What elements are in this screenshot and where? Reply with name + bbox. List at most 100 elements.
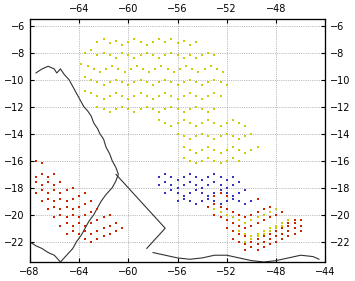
Point <box>132 110 137 114</box>
Point <box>82 191 88 195</box>
Point <box>82 237 88 241</box>
Point <box>150 40 156 44</box>
Point <box>76 231 82 236</box>
Point <box>88 91 94 96</box>
Point <box>162 78 168 82</box>
Point <box>255 196 261 201</box>
Point <box>119 42 125 47</box>
Point <box>70 229 76 233</box>
Point <box>193 202 199 206</box>
Point <box>107 80 113 85</box>
Point <box>206 110 211 114</box>
Point <box>132 94 137 98</box>
Point <box>193 123 199 128</box>
Point <box>218 94 223 98</box>
Point <box>242 226 248 230</box>
Point <box>156 94 162 98</box>
Point <box>138 40 143 44</box>
Point <box>64 221 70 225</box>
Point <box>181 118 186 123</box>
Point <box>298 218 304 222</box>
Point <box>212 207 217 212</box>
Point <box>103 67 109 71</box>
Point <box>212 53 217 58</box>
Point <box>255 248 261 252</box>
Point <box>113 38 119 43</box>
Point <box>156 80 162 85</box>
Point <box>101 226 106 230</box>
Point <box>236 212 242 217</box>
Point <box>199 148 205 152</box>
Point <box>169 175 174 179</box>
Point <box>206 94 211 98</box>
Point <box>193 134 199 139</box>
Point <box>206 145 211 149</box>
Point <box>187 53 193 58</box>
Point <box>175 41 180 46</box>
Point <box>267 242 273 247</box>
Point <box>236 121 242 125</box>
Point <box>236 191 242 195</box>
Point <box>212 121 217 125</box>
Point <box>267 229 273 233</box>
Point <box>212 137 217 141</box>
Point <box>212 78 217 82</box>
Point <box>82 51 88 55</box>
Point <box>224 185 230 190</box>
Point <box>187 148 193 152</box>
Point <box>212 158 217 163</box>
Point <box>242 239 248 244</box>
Point <box>51 204 57 209</box>
Point <box>51 188 57 193</box>
Point <box>132 80 137 85</box>
Point <box>199 132 205 136</box>
Point <box>212 148 217 152</box>
Point <box>181 38 186 43</box>
Point <box>255 242 261 247</box>
Point <box>292 221 297 225</box>
Point <box>206 196 211 201</box>
Point <box>224 83 230 87</box>
Point <box>292 226 297 230</box>
Point <box>230 145 236 149</box>
Point <box>27 183 33 187</box>
Point <box>58 191 63 195</box>
Point <box>181 196 186 201</box>
Point <box>113 107 119 112</box>
Point <box>107 94 113 98</box>
Point <box>236 158 242 163</box>
Point <box>279 221 285 225</box>
Point <box>261 212 267 217</box>
Point <box>248 237 254 241</box>
Point <box>292 231 297 236</box>
Point <box>199 96 205 101</box>
Point <box>218 175 223 179</box>
Point <box>88 78 94 82</box>
Point <box>39 172 45 176</box>
Point <box>64 215 70 220</box>
Point <box>193 175 199 179</box>
Point <box>70 185 76 190</box>
Point <box>156 110 162 114</box>
Point <box>175 199 180 203</box>
Point <box>45 180 51 185</box>
Point <box>156 118 162 123</box>
Point <box>255 237 261 241</box>
Point <box>218 183 223 187</box>
Point <box>76 221 82 225</box>
Point <box>156 37 162 42</box>
Point <box>107 231 113 236</box>
Point <box>97 69 103 74</box>
Point <box>175 107 180 112</box>
Point <box>138 91 143 96</box>
Point <box>64 231 70 236</box>
Point <box>88 48 94 52</box>
Point <box>285 218 291 222</box>
Point <box>94 229 100 233</box>
Point <box>58 196 63 201</box>
Point <box>206 118 211 123</box>
Point <box>248 239 254 244</box>
Point <box>212 191 217 195</box>
Point <box>236 231 242 236</box>
Point <box>218 123 223 128</box>
